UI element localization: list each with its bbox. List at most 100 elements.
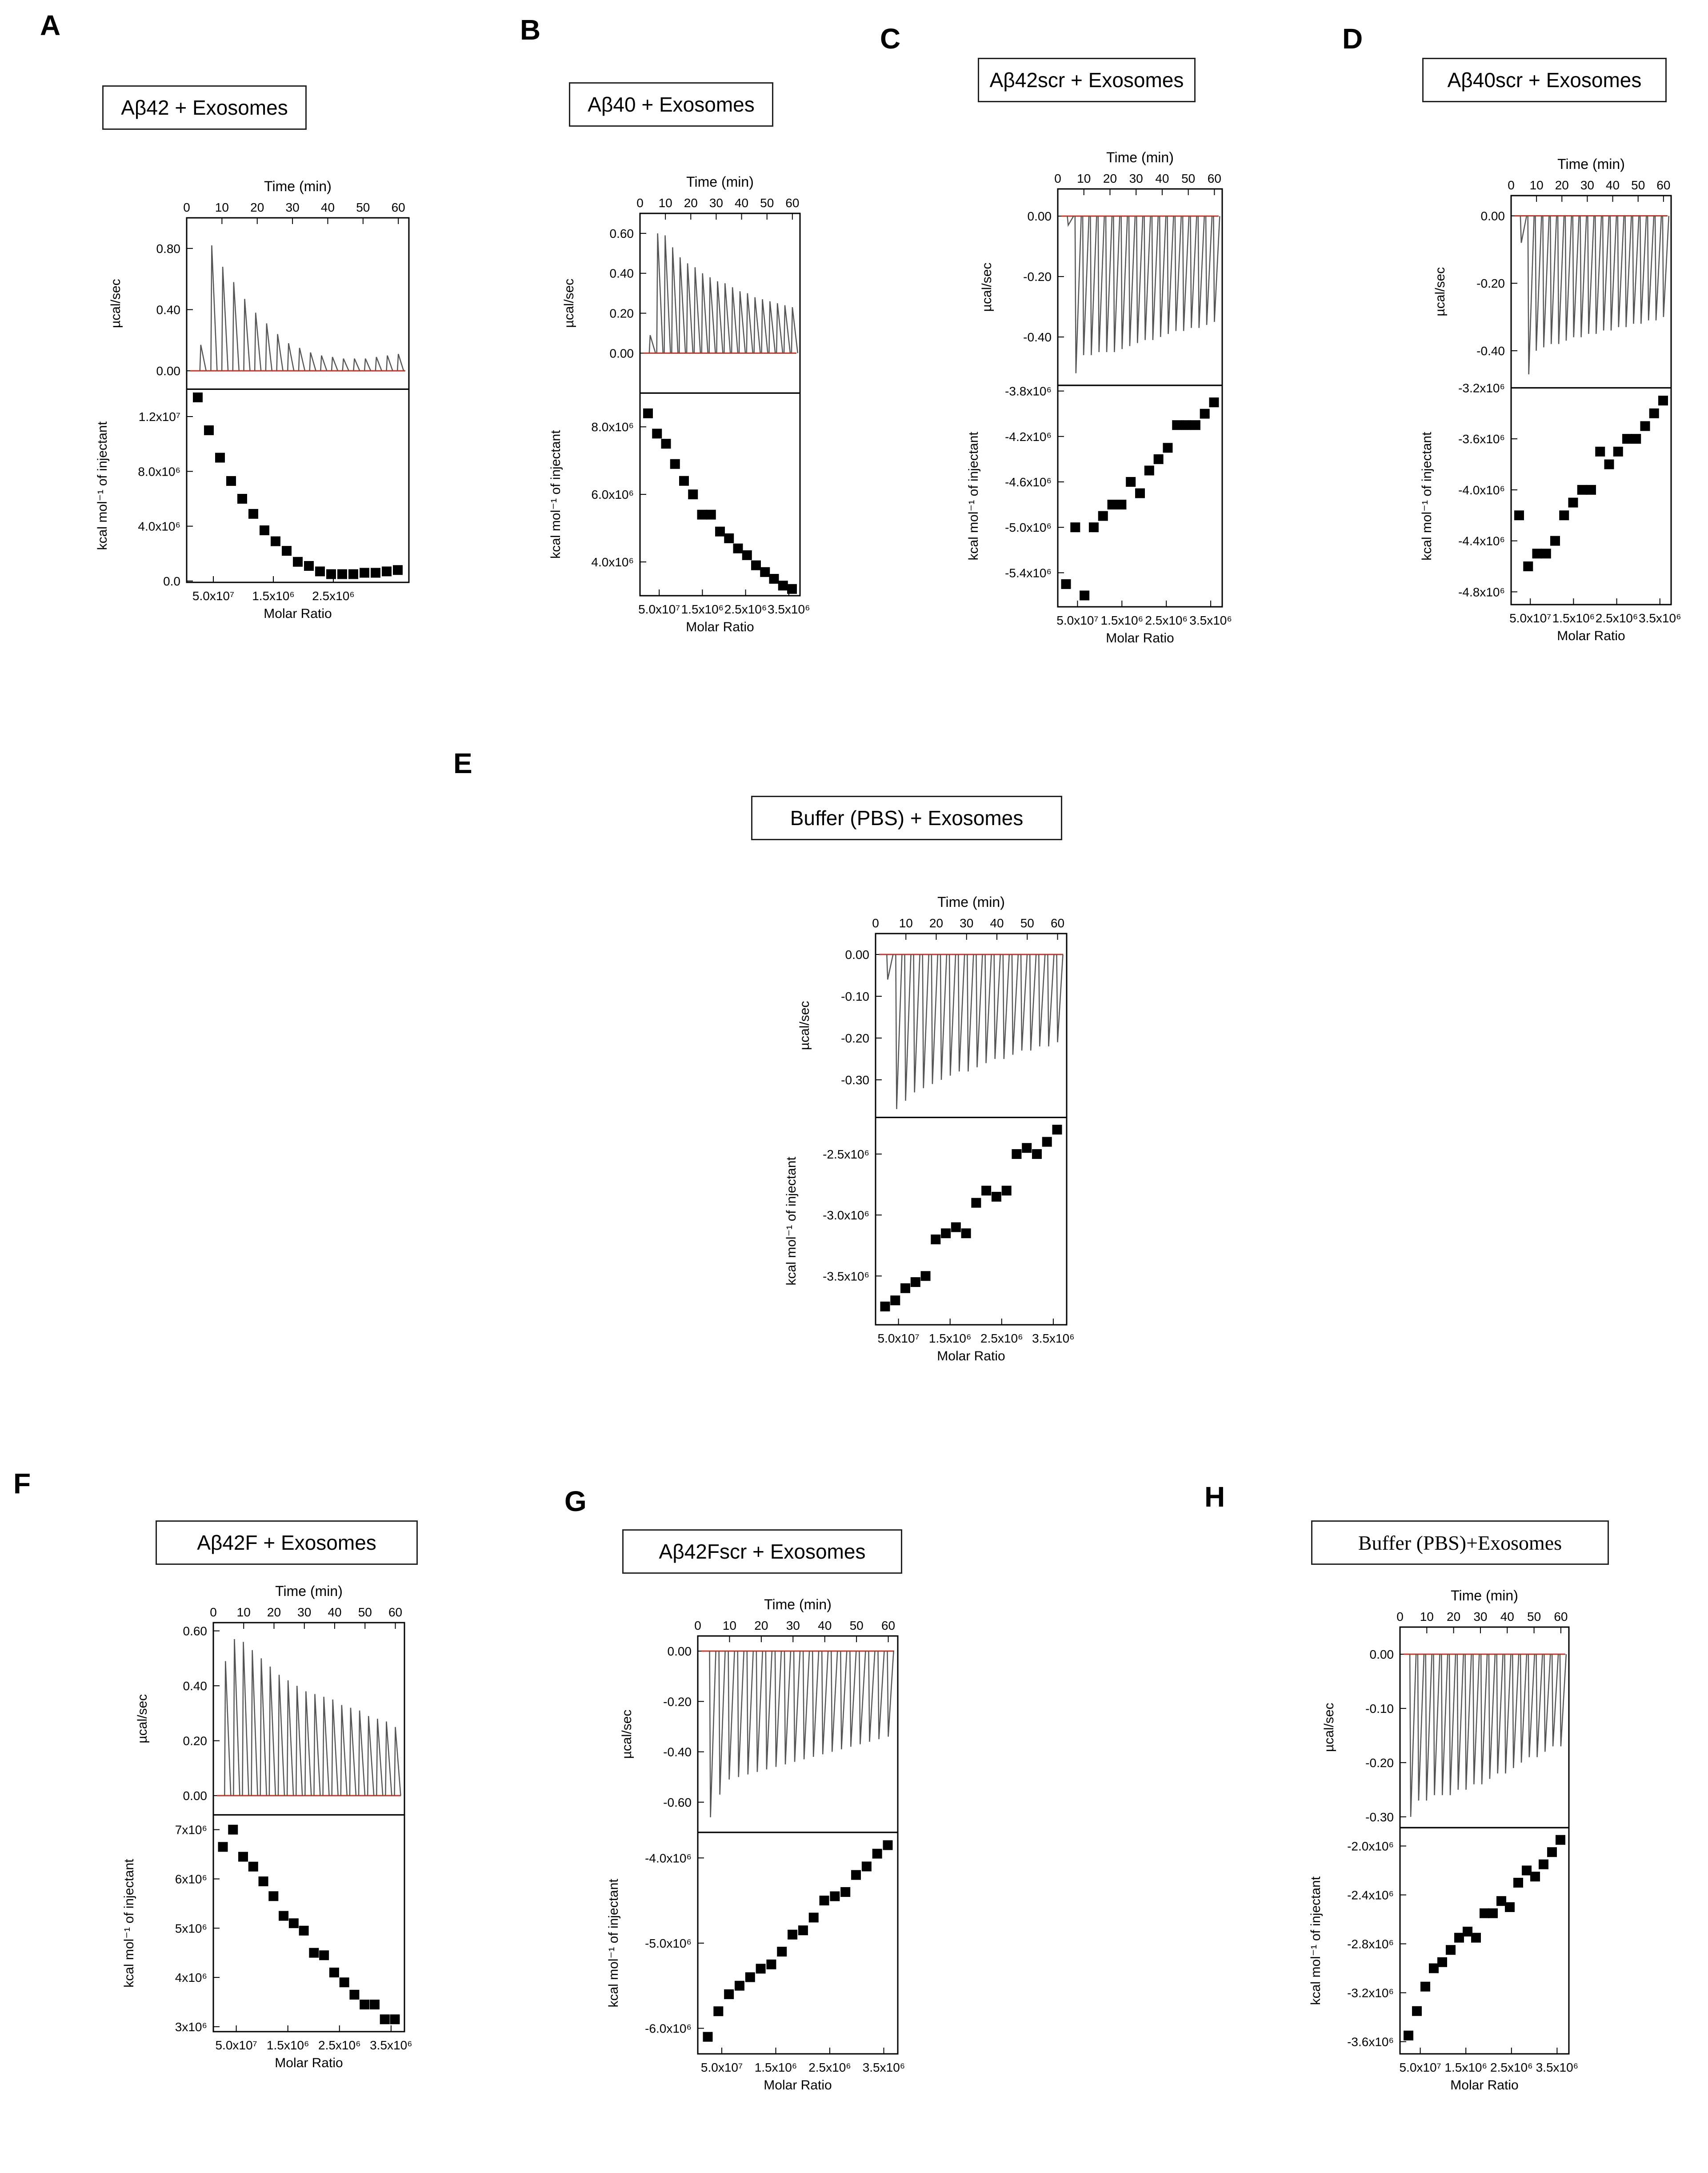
raw-axis-label: µcal/sec xyxy=(620,1710,634,1759)
time-tick-label: 0 xyxy=(1054,172,1061,185)
injection-peak xyxy=(783,305,791,353)
data-point xyxy=(360,568,369,578)
time-tick-label: 10 xyxy=(659,196,672,210)
y-tick-label: -3.2x10⁶ xyxy=(1347,1986,1394,2000)
injection-peak xyxy=(1182,216,1190,331)
data-point xyxy=(890,1295,900,1306)
injection-peak xyxy=(913,954,920,1093)
data-point xyxy=(390,2014,400,2025)
injection-peak xyxy=(1564,216,1572,341)
itc-chart: Time (min) 0 10 20 30 40 50 60 0.00 -0.20 -0.40 µca… xyxy=(966,149,1232,645)
raw-tick-label: 0.00 xyxy=(183,1789,208,1803)
data-point xyxy=(742,550,752,560)
injection-peak xyxy=(1205,216,1213,325)
injection-peak xyxy=(708,277,716,353)
data-point xyxy=(1172,420,1182,430)
itc-chart: Time (min) 0 10 20 30 40 50 60 0.00 0.40 0.80 µcal/… xyxy=(95,178,410,621)
injection-peak xyxy=(678,257,686,353)
injection-peak xyxy=(1535,216,1542,351)
x-axis-label: Molar Ratio xyxy=(1557,629,1625,643)
data-points xyxy=(880,1125,1062,1311)
injection-peak xyxy=(1559,1654,1567,1747)
injection-peak xyxy=(1595,216,1602,334)
data-points xyxy=(218,1824,400,2025)
data-point xyxy=(237,493,247,504)
y-tick-label: 1.2x10⁷ xyxy=(139,410,180,424)
x-tick-label: 1.5x10⁶ xyxy=(252,589,295,603)
x-tick-label: 5.0x10⁷ xyxy=(701,2061,743,2074)
raw-tick-label: -0.10 xyxy=(1365,1702,1394,1716)
injection-peak xyxy=(765,1651,773,1770)
injection-peak xyxy=(1632,216,1640,324)
injection-peak xyxy=(265,323,273,371)
time-tick-label: 50 xyxy=(1631,178,1645,192)
injection-peak xyxy=(718,1651,726,1795)
data-point xyxy=(1613,446,1623,457)
injection-peak xyxy=(1572,216,1580,337)
thermogram xyxy=(1409,1654,1567,1817)
data-point xyxy=(819,1896,829,1906)
x-tick-label: 5.0x10⁷ xyxy=(192,589,234,603)
x-tick-label: 2.5x10⁶ xyxy=(1145,613,1188,627)
x-axis-label: Molar Ratio xyxy=(686,620,754,634)
y-tick-label: 0.0 xyxy=(163,574,180,588)
data-point xyxy=(991,1191,1001,1202)
data-point xyxy=(271,536,280,546)
panel-letter: H xyxy=(1204,1481,1225,1513)
x-tick-label: 1.5x10⁶ xyxy=(1444,2061,1487,2074)
data-point xyxy=(1420,1981,1430,1992)
injection-peak xyxy=(976,954,983,1067)
raw-tick-label: -0.40 xyxy=(1476,344,1505,358)
time-axis-label: Time (min) xyxy=(275,1583,343,1599)
raw-frame xyxy=(697,1635,899,1833)
data-point xyxy=(1547,1847,1557,1857)
injection-peak xyxy=(224,1661,232,1796)
x-tick-label: 5.0x10⁷ xyxy=(1056,613,1098,627)
injection-peak xyxy=(375,357,382,371)
time-tick-label: 30 xyxy=(709,196,723,210)
raw-axis-label: µcal/sec xyxy=(980,263,994,312)
raw-axis-label: µcal/sec xyxy=(135,1694,150,1744)
injection-peak xyxy=(849,1651,857,1747)
injection-peak xyxy=(1197,216,1205,328)
time-tick-label: 50 xyxy=(356,200,370,214)
chart-title: Buffer (PBS) + Exosomes xyxy=(751,796,1062,840)
time-tick-label: 50 xyxy=(358,1605,372,1619)
injection-peak xyxy=(232,282,240,371)
injection-peak xyxy=(1624,216,1632,327)
data-point xyxy=(769,574,779,584)
data-point xyxy=(226,476,236,486)
injection-peak xyxy=(868,1651,876,1742)
injection-peak xyxy=(254,313,262,371)
panel-letter: G xyxy=(564,1485,587,1517)
time-tick-label: 40 xyxy=(990,916,1004,930)
injection-peak xyxy=(1448,1654,1456,1796)
data-point xyxy=(910,1277,920,1287)
injection-peak xyxy=(793,1651,801,1762)
time-axis-label: Time (min) xyxy=(1451,1588,1518,1604)
injection-peak xyxy=(1011,954,1019,1055)
integrated-frame xyxy=(186,388,410,583)
integrated-frame xyxy=(1057,385,1223,608)
data-point xyxy=(1144,465,1154,476)
time-tick-label: 60 xyxy=(881,1619,895,1632)
data-point xyxy=(1032,1149,1042,1159)
data-point xyxy=(778,581,788,591)
data-point xyxy=(288,1918,299,1928)
injection-peak xyxy=(1480,1654,1488,1784)
time-tick-label: 60 xyxy=(1051,916,1064,930)
y-tick-label: 6.0x10⁶ xyxy=(591,488,634,501)
x-tick-label: 3.5x10⁶ xyxy=(1639,611,1681,625)
x-tick-label: 2.5x10⁶ xyxy=(312,589,355,603)
time-tick-label: 0 xyxy=(1396,1610,1404,1624)
time-tick-label: 10 xyxy=(237,1605,251,1619)
time-tick-label: 20 xyxy=(1103,172,1117,185)
x-tick-label: 5.0x10⁷ xyxy=(1509,611,1551,625)
injection-peak xyxy=(904,954,912,1101)
data-point xyxy=(883,1840,893,1850)
x-tick-label: 3.5x10⁶ xyxy=(1536,2061,1579,2074)
injection-peak xyxy=(724,283,731,353)
data-point xyxy=(1454,1932,1464,1943)
time-tick-label: 30 xyxy=(1129,172,1143,185)
time-tick-label: 0 xyxy=(636,196,644,210)
